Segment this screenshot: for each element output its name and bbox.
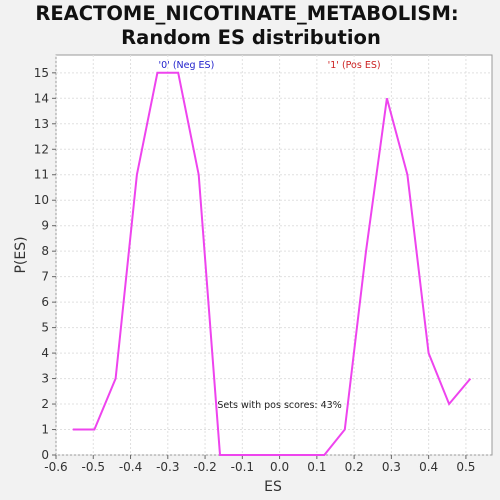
legend-entry: '1' (Pos ES) bbox=[328, 60, 381, 71]
plot-area bbox=[55, 54, 493, 456]
x-tick-label: -0.5 bbox=[82, 460, 105, 474]
x-tick-label: -0.2 bbox=[193, 460, 216, 474]
y-tick-label: 7 bbox=[41, 270, 49, 284]
y-tick-label: 11 bbox=[34, 168, 49, 182]
x-tick-label: 0.5 bbox=[456, 460, 475, 474]
legend: '0' (Neg ES) '1' (Pos ES) bbox=[159, 60, 381, 71]
chart-title-line-2: Random ES distribution bbox=[121, 26, 381, 49]
y-axis-label: P(ES) bbox=[13, 236, 29, 273]
x-axis-label: ES bbox=[264, 479, 282, 495]
y-tick-label: 14 bbox=[34, 91, 49, 105]
y-tick-label: 15 bbox=[34, 66, 49, 80]
x-tick-label: -0.6 bbox=[44, 460, 67, 474]
x-tick-label: -0.1 bbox=[231, 460, 254, 474]
x-tick-label: 0.0 bbox=[270, 460, 289, 474]
x-tick-label: -0.3 bbox=[156, 460, 179, 474]
axis-ticks: -0.6 -0.5 -0.4 -0.3 -0.2 -0.1 0.0 0.1 0.2 0.3 0.4 0… bbox=[34, 66, 476, 474]
y-tick-label: 3 bbox=[41, 372, 49, 386]
y-tick-label: 9 bbox=[41, 219, 49, 233]
es-distribution-line bbox=[72, 71, 472, 456]
pos-scores-annotation: Sets with pos scores: 43% bbox=[217, 400, 341, 411]
y-tick-label: 2 bbox=[41, 397, 49, 411]
chart-title-line-1: REACTOME_NICOTINATE_METABOLISM: bbox=[35, 2, 458, 25]
x-tick-label: -0.4 bbox=[119, 460, 142, 474]
y-tick-label: 1 bbox=[41, 423, 49, 437]
y-tick-label: 0 bbox=[41, 448, 49, 462]
series-layer bbox=[72, 71, 472, 456]
y-tick-label: 13 bbox=[34, 117, 49, 131]
y-tick-label: 8 bbox=[41, 244, 49, 258]
y-tick-label: 5 bbox=[41, 321, 49, 335]
y-tick-label: 6 bbox=[41, 295, 49, 309]
x-tick-label: 0.1 bbox=[307, 460, 326, 474]
x-tick-label: 0.2 bbox=[345, 460, 364, 474]
x-tick-label: 0.3 bbox=[382, 460, 401, 474]
y-tick-label: 12 bbox=[34, 142, 49, 156]
x-tick-label: 0.4 bbox=[419, 460, 438, 474]
y-tick-label: 4 bbox=[41, 346, 49, 360]
legend-entry: '0' (Neg ES) bbox=[159, 60, 215, 71]
y-tick-label: 10 bbox=[34, 193, 49, 207]
